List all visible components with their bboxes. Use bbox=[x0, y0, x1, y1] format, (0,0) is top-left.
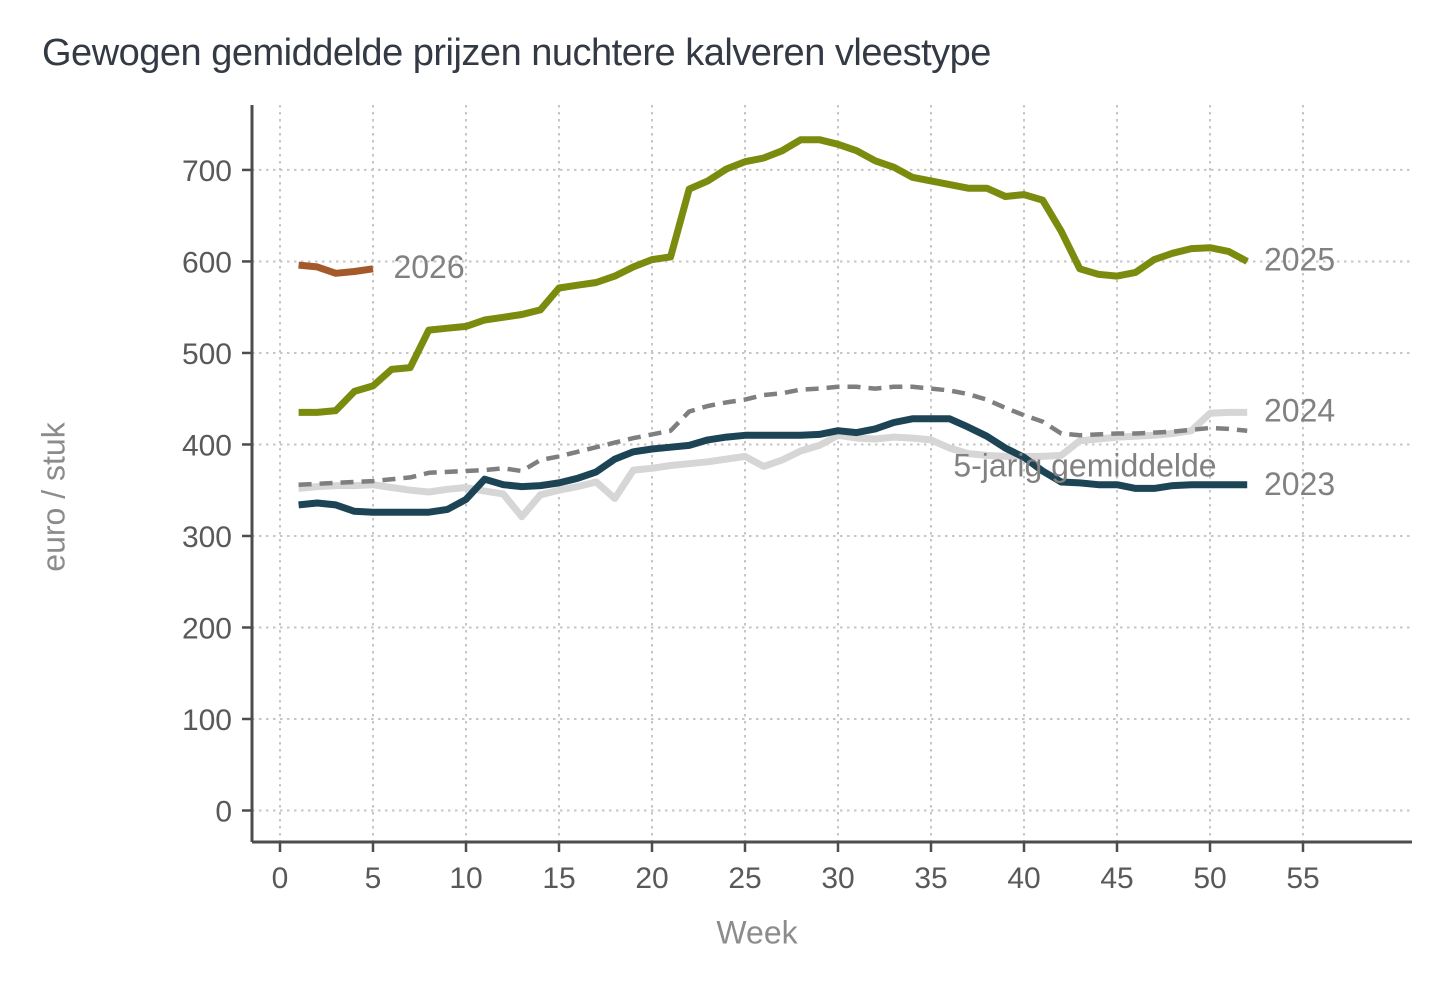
series-label-2024: 2024 bbox=[1264, 393, 1335, 429]
x-tick-label: 10 bbox=[449, 862, 482, 895]
series-label-2023: 2023 bbox=[1264, 466, 1335, 502]
axes: 0 5 10 15 20 25 30 35 40 45 50 55010020030040050060… bbox=[182, 105, 1412, 895]
chart-title: Gewogen gemiddelde prijzen nuchtere kalv… bbox=[42, 32, 991, 74]
x-tick-label: 45 bbox=[1100, 862, 1133, 895]
x-tick-label: 5 bbox=[365, 862, 382, 895]
gridlines bbox=[252, 105, 1412, 842]
x-tick-label: 25 bbox=[728, 862, 761, 895]
y-tick-label: 700 bbox=[182, 155, 232, 188]
y-tick-label: 600 bbox=[182, 246, 232, 279]
series-line-2023 bbox=[298, 415, 1248, 516]
x-tick-label: 0 bbox=[272, 862, 289, 895]
x-tick-label: 30 bbox=[821, 862, 854, 895]
series-label-2026: 2026 bbox=[393, 249, 464, 285]
x-axis-title: Week bbox=[716, 914, 798, 951]
y-tick-label: 400 bbox=[182, 429, 232, 462]
series-line-5-jarig-gemiddelde bbox=[298, 384, 1248, 487]
x-tick-label: 35 bbox=[914, 862, 947, 895]
y-tick-label: 100 bbox=[182, 704, 232, 737]
series-label-2025: 2025 bbox=[1264, 242, 1335, 278]
series-label-5-jarig-gemiddelde: 5-jarig gemiddelde bbox=[953, 448, 1216, 484]
x-tick-label: 20 bbox=[635, 862, 668, 895]
x-tick-label: 40 bbox=[1007, 862, 1040, 895]
y-tick-label: 200 bbox=[182, 612, 232, 645]
y-tick-label: 300 bbox=[182, 521, 232, 554]
series-line-2024 bbox=[298, 408, 1248, 521]
series-line-2026 bbox=[298, 261, 374, 277]
x-tick-label: 50 bbox=[1193, 862, 1226, 895]
x-tick-label: 55 bbox=[1286, 862, 1319, 895]
y-tick-label: 500 bbox=[182, 338, 232, 371]
series-line-2025 bbox=[298, 136, 1249, 416]
y-axis-title: euro / stuk bbox=[35, 422, 72, 572]
x-tick-label: 15 bbox=[542, 862, 575, 895]
y-tick-label: 0 bbox=[215, 796, 232, 829]
